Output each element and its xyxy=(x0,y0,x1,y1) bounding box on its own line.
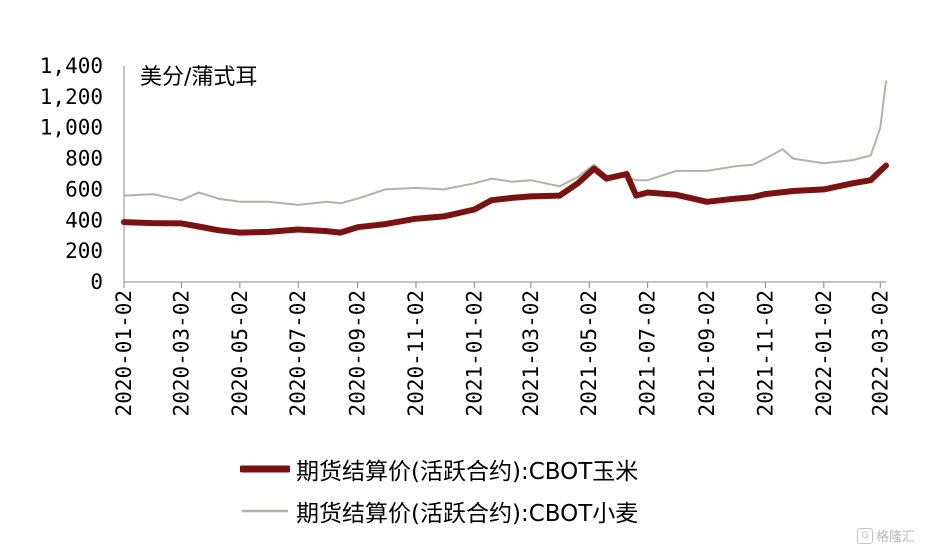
legend-swatch-wheat xyxy=(242,509,288,513)
x-tick-label: 2021-01-02 xyxy=(462,290,486,416)
series-line-1 xyxy=(123,80,887,206)
y-tick-label: 600 xyxy=(65,177,103,201)
logo-icon: G xyxy=(856,527,873,544)
legend-item-corn: 期货结算价(活跃合约):CBOT玉米 xyxy=(240,448,638,490)
x-tick-label: 2020-11-02 xyxy=(404,290,428,416)
series-line-0 xyxy=(121,162,889,236)
x-tick-label: 2021-09-02 xyxy=(695,290,719,416)
x-tick-label: 2020-09-02 xyxy=(346,290,370,416)
x-tick-label: 2021-03-02 xyxy=(519,290,543,416)
axes: 0 200 400 600 800 1,000 1,200 1,400 2020-01-02 20… xyxy=(40,54,892,416)
watermark-text: 格隆汇 xyxy=(875,530,915,545)
legend: 期货结算价(活跃合约):CBOT玉米 期货结算价(活跃合约):CBOT小麦 xyxy=(240,448,638,532)
y-tick-label: 200 xyxy=(65,239,103,263)
y-tick-label: 1,000 xyxy=(40,116,103,140)
x-tick-label: 2020-07-02 xyxy=(286,290,310,416)
x-tick-label: 2020-01-02 xyxy=(112,290,136,416)
x-tick-label: 2021-05-02 xyxy=(577,290,601,416)
unit-label: 美分/蒲式耳 xyxy=(140,65,257,90)
y-tick-label: 1,200 xyxy=(40,85,103,109)
y-tick-label: 400 xyxy=(65,208,103,232)
x-tick-label: 2021-07-02 xyxy=(636,290,660,416)
series-layer xyxy=(121,80,889,236)
y-tick-label: 800 xyxy=(65,147,103,171)
x-tick-label: 2022-01-02 xyxy=(812,290,836,416)
y-tick-label: 1,400 xyxy=(40,54,103,78)
y-tick-label: 0 xyxy=(90,270,103,294)
watermark: G 格隆汇 xyxy=(856,526,915,545)
legend-swatch-corn xyxy=(240,465,290,473)
x-tick-label: 2022-03-02 xyxy=(868,290,892,416)
legend-label-corn: 期货结算价(活跃合约):CBOT玉米 xyxy=(296,459,639,485)
x-tick-label: 2021-11-02 xyxy=(753,290,777,416)
x-tick-label: 2020-03-02 xyxy=(169,290,193,416)
legend-label-wheat: 期货结算价(活跃合约):CBOT小麦 xyxy=(296,501,639,527)
legend-item-wheat: 期货结算价(活跃合约):CBOT小麦 xyxy=(240,490,638,532)
chart: 0 200 400 600 800 1,000 1,200 1,400 2020-01-02 20… xyxy=(40,54,892,416)
x-tick-label: 2020-05-02 xyxy=(228,290,252,416)
